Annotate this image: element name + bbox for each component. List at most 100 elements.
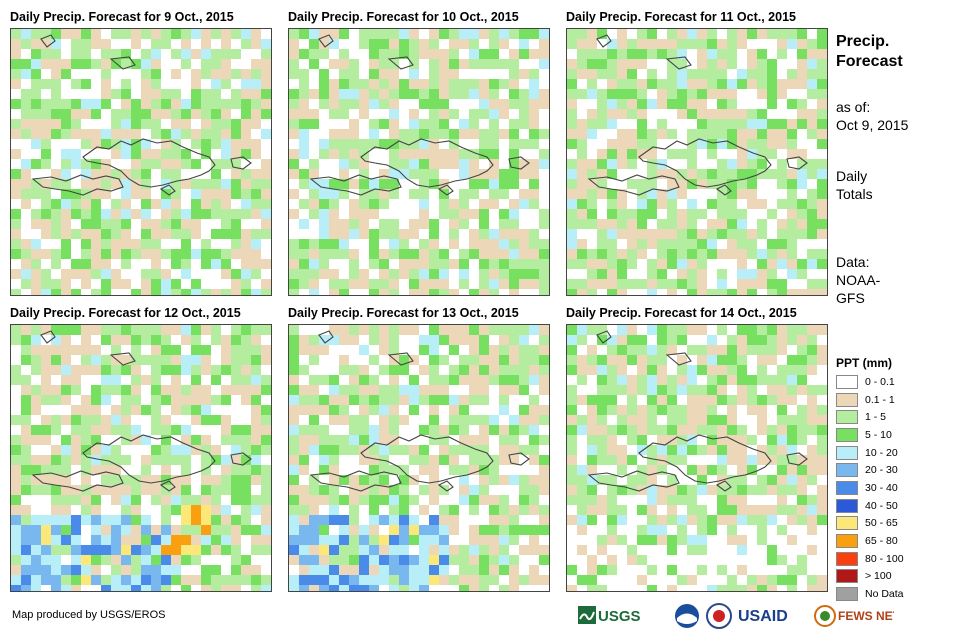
precip-cell [807,209,817,219]
precip-cell [221,29,231,39]
precip-cell [21,415,31,425]
precip-cell [637,89,647,99]
precip-cell [399,425,409,435]
precip-cell [31,169,41,179]
precip-cell [509,259,519,269]
precip-cell [637,575,647,585]
precip-cell [647,289,657,295]
precip-cell [389,199,399,209]
precip-cell [587,139,597,149]
precip-cell [657,149,667,159]
precip-cell [121,505,131,515]
precip-cell [539,505,549,515]
precip-cell [677,79,687,89]
precip-cell [211,109,221,119]
precip-cell [71,289,81,295]
precip-cell [717,555,727,565]
precip-cell [429,435,439,445]
precip-cell [261,515,271,525]
precip-cell [81,179,91,189]
precip-cell [111,425,121,435]
precip-cell [567,39,577,49]
precip-cell [191,259,201,269]
precip-cell [637,475,647,485]
precip-cell [11,555,21,565]
precip-cell [519,565,529,575]
precip-cell [717,385,727,395]
precip-cell [499,39,509,49]
precip-cell [61,289,71,295]
precip-cell [131,465,141,475]
precip-cell [807,375,817,385]
precip-cell [41,79,51,89]
precip-cell [31,249,41,259]
precip-cell [419,415,429,425]
precip-cell [419,269,429,279]
precip-cell [509,405,519,415]
precip-cell [11,565,21,575]
precip-cell [587,365,597,375]
precip-cell [131,259,141,269]
precip-cell [479,555,489,565]
precip-cell [71,149,81,159]
precip-cell [539,159,549,169]
precip-cell [191,365,201,375]
precip-cell [687,345,697,355]
precip-cell [151,425,161,435]
precip-cell [71,455,81,465]
precip-cell [419,29,429,39]
precip-cell [677,69,687,79]
precip-cell [529,219,539,229]
precip-cell [151,515,161,525]
precip-cell [757,139,767,149]
precip-cell [429,565,439,575]
precip-cell [567,415,577,425]
precip-cell [221,435,231,445]
precip-cell [191,475,201,485]
precip-cell [51,49,61,59]
precip-cell [141,89,151,99]
precip-cell [489,565,499,575]
precip-cell [489,395,499,405]
precip-cell [617,79,627,89]
precip-cell [251,505,261,515]
precip-cell [677,189,687,199]
precip-cell [339,89,349,99]
precip-cell [469,149,479,159]
asof-label: as of: [836,99,871,115]
precip-cell [469,259,479,269]
precip-cell [81,229,91,239]
precip-cell [131,495,141,505]
precip-cell [747,435,757,445]
precip-cell [261,325,271,335]
precip-cell [479,269,489,279]
precip-cell [607,269,617,279]
precip-cell [21,445,31,455]
panel-title: Daily Precip. Forecast for 12 Oct., 2015 [10,306,241,320]
precip-cell [221,575,231,585]
precip-cell [11,249,21,259]
precip-cell [459,99,469,109]
precip-cell [737,365,747,375]
precip-cell [617,249,627,259]
precip-cell [329,259,339,269]
precip-cell [51,269,61,279]
precip-cell [587,575,597,585]
precip-cell [31,475,41,485]
precip-cell [71,259,81,269]
precip-cell [71,325,81,335]
precip-cell [567,405,577,415]
precip-cell [499,49,509,59]
precip-cell [617,69,627,79]
precip-cell [379,179,389,189]
precip-cell [71,169,81,179]
precip-cell [627,415,637,425]
precip-cell [349,365,359,375]
precip-cell [597,585,607,591]
precip-cell [201,325,211,335]
precip-cell [251,199,261,209]
precip-cell [171,109,181,119]
precip-cell [439,109,449,119]
precip-cell [657,199,667,209]
precip-cell [787,335,797,345]
